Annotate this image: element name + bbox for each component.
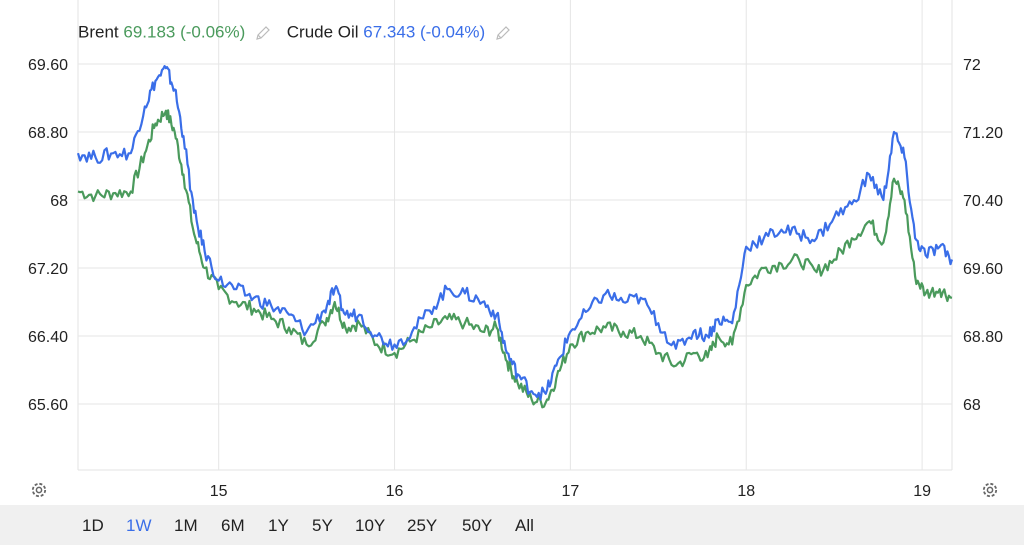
range-button-10y[interactable]: 10Y bbox=[355, 516, 386, 535]
left-tick-label: 66.40 bbox=[28, 329, 68, 346]
legend-brent-name: Brent bbox=[78, 22, 119, 42]
left-tick-label: 69.60 bbox=[28, 57, 68, 74]
x-tick-label: 17 bbox=[561, 483, 579, 500]
left-tick-label: 67.20 bbox=[28, 261, 68, 278]
gear-icon[interactable] bbox=[29, 480, 49, 500]
right-tick-label: 69.60 bbox=[963, 261, 1003, 278]
range-button-25y[interactable]: 25Y bbox=[407, 516, 438, 535]
right-tick-label: 70.40 bbox=[963, 193, 1003, 210]
range-button-1w[interactable]: 1W bbox=[126, 516, 152, 535]
chart-legend: Brent 69.183 (-0.06%) Crude Oil 67.343 (… bbox=[78, 22, 522, 43]
range-button-1m[interactable]: 1M bbox=[174, 516, 198, 535]
series-lines bbox=[76, 65, 954, 409]
left-tick-label: 68.80 bbox=[28, 125, 68, 142]
pencil-icon[interactable] bbox=[254, 24, 272, 42]
range-selector-bar bbox=[0, 505, 1024, 545]
range-button-6m[interactable]: 6M bbox=[221, 516, 245, 535]
legend-brent-value: 69.183 (-0.06%) bbox=[123, 22, 246, 42]
pencil-icon[interactable] bbox=[494, 24, 512, 42]
right-tick-label: 68.80 bbox=[963, 329, 1003, 346]
right-tick-label: 72 bbox=[963, 57, 981, 74]
left-tick-label: 68 bbox=[50, 193, 68, 210]
range-button-5y[interactable]: 5Y bbox=[312, 516, 333, 535]
right-tick-label: 68 bbox=[963, 397, 981, 414]
left-axis-ticks: 69.60 68.80 68 67.20 66.40 65.60 bbox=[28, 57, 68, 414]
x-axis-ticks: 15 16 17 18 19 bbox=[210, 483, 931, 500]
right-tick-label: 71.20 bbox=[963, 125, 1003, 142]
range-button-50y[interactable]: 50Y bbox=[462, 516, 493, 535]
range-button-1y[interactable]: 1Y bbox=[268, 516, 289, 535]
left-tick-label: 65.60 bbox=[28, 397, 68, 414]
series-line-brent bbox=[77, 109, 953, 409]
legend-crude-value: 67.343 (-0.04%) bbox=[363, 22, 486, 42]
x-tick-label: 19 bbox=[913, 483, 931, 500]
x-tick-label: 18 bbox=[737, 483, 755, 500]
range-button-1d[interactable]: 1D bbox=[82, 516, 104, 535]
series-line-crude-oil bbox=[76, 65, 954, 401]
grid-lines bbox=[77, 0, 953, 471]
gear-icon[interactable] bbox=[980, 480, 1000, 500]
legend-crude-name: Crude Oil bbox=[286, 22, 359, 42]
right-axis-ticks: 72 71.20 70.40 69.60 68.80 68 bbox=[963, 57, 1003, 414]
range-button-all[interactable]: All bbox=[515, 516, 534, 535]
x-tick-label: 16 bbox=[386, 483, 404, 500]
x-tick-label: 15 bbox=[210, 483, 228, 500]
